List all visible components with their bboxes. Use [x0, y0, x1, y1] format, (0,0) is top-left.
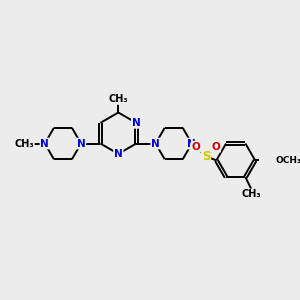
Text: N: N	[132, 118, 141, 128]
Text: O: O	[192, 142, 201, 152]
Text: OCH₃: OCH₃	[276, 156, 300, 165]
Text: N: N	[151, 139, 160, 148]
Text: N: N	[76, 139, 85, 148]
Text: N: N	[114, 149, 123, 159]
Text: CH₃: CH₃	[14, 139, 34, 148]
Text: N: N	[188, 139, 196, 148]
Text: N: N	[40, 139, 49, 148]
Text: CH₃: CH₃	[241, 190, 261, 200]
Text: CH₃: CH₃	[109, 94, 128, 104]
Text: S: S	[202, 150, 210, 163]
Text: O: O	[212, 142, 220, 152]
